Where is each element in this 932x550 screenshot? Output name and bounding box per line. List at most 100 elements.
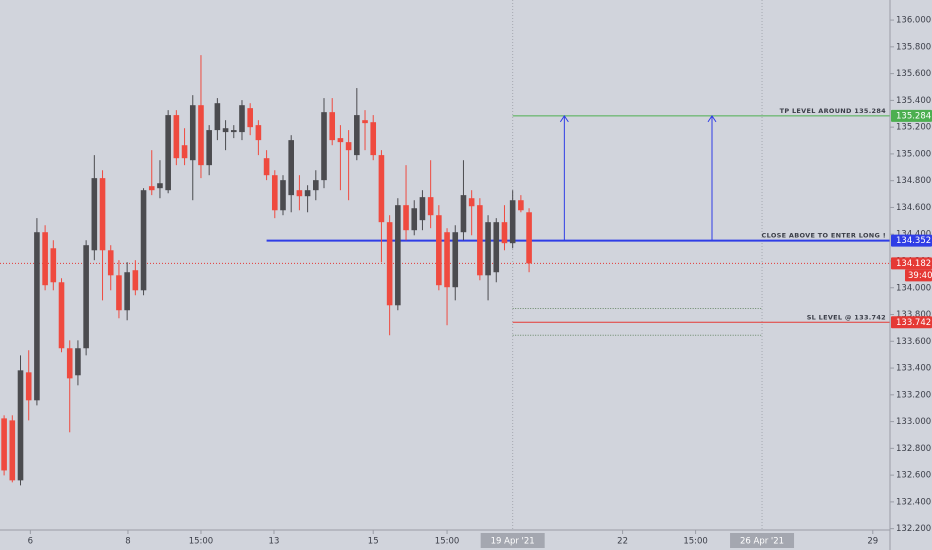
- candle-body: [288, 140, 294, 196]
- candle-body: [452, 232, 459, 288]
- candle-body: [50, 248, 57, 283]
- y-tick-label: 132.400: [896, 497, 931, 507]
- x-tick-label: 15:00: [683, 537, 708, 547]
- candle-body: [148, 186, 155, 191]
- candle-body: [75, 348, 81, 376]
- candle-body: [526, 212, 532, 264]
- candle-body: [9, 420, 16, 481]
- candle-body: [124, 272, 130, 311]
- countdown-bg: [905, 269, 932, 282]
- y-tick-label: 132.600: [896, 471, 931, 481]
- candle-body: [132, 270, 139, 291]
- candle-body: [198, 105, 204, 166]
- candle-body: [239, 105, 245, 133]
- y-tick-label: 132.800: [896, 444, 931, 454]
- y-tick-label: 136.000: [896, 16, 931, 26]
- x-tick-label: 6: [28, 537, 33, 547]
- candle-body: [140, 190, 147, 291]
- candle-body: [509, 200, 516, 244]
- x-tick-label: 13: [269, 537, 280, 547]
- candle-body: [518, 200, 524, 211]
- candle-body: [378, 155, 385, 223]
- candle-body: [354, 115, 360, 156]
- range-label: 26 Apr '21: [740, 537, 784, 547]
- y-tick-label: 133.200: [896, 390, 931, 400]
- y-tick-label: 135.000: [896, 149, 931, 159]
- x-tick-label: 8: [125, 537, 130, 547]
- range-label: 19 Apr '21: [491, 537, 535, 547]
- level-tag: 135.284: [896, 111, 931, 121]
- candle-body: [485, 222, 491, 276]
- candle-body: [107, 250, 114, 276]
- countdown: 39:40: [908, 271, 932, 281]
- x-tick-label: 15: [368, 537, 379, 547]
- candle-body: [403, 205, 409, 231]
- candle-body: [386, 222, 393, 306]
- candle-body: [99, 178, 106, 251]
- candle-body: [501, 222, 508, 244]
- x-tick-label: 15:00: [189, 537, 214, 547]
- candle-body: [411, 208, 418, 231]
- candle-body: [337, 138, 344, 143]
- candle-body: [436, 215, 442, 286]
- arrow-head: [707, 115, 717, 123]
- x-tick-label: 22: [617, 537, 628, 547]
- candle-body: [477, 205, 483, 276]
- candle-body: [280, 180, 286, 211]
- candle-body: [419, 197, 426, 221]
- y-tick-label: 135.800: [896, 42, 931, 52]
- candle-body: [427, 197, 434, 216]
- candle-body: [263, 158, 270, 176]
- candle-body: [313, 180, 319, 191]
- level-tag-bg: [891, 234, 932, 247]
- candle-body: [173, 115, 180, 159]
- candle-body: [362, 120, 368, 124]
- candle-body: [222, 128, 229, 133]
- level-label: CLOSE ABOVE TO ENTER LONG !: [762, 232, 886, 240]
- y-tick-label: 134.600: [896, 203, 931, 213]
- candle-body: [181, 145, 188, 159]
- candle-body: [157, 183, 163, 189]
- x-tick-label: 15:00: [435, 537, 460, 547]
- candle-body: [255, 125, 262, 141]
- candle-body: [91, 178, 98, 251]
- y-tick-label: 135.600: [896, 69, 931, 79]
- candle-body: [230, 130, 237, 133]
- y-tick-label: 133.400: [896, 364, 931, 374]
- candle-body: [25, 372, 32, 401]
- candle-body: [444, 232, 450, 288]
- candle-body: [345, 142, 352, 151]
- current-price-tag: 134.182: [896, 259, 931, 269]
- candle-body: [189, 105, 196, 161]
- candle-body: [165, 115, 171, 191]
- y-tick-label: 132.200: [896, 524, 931, 534]
- candle-body: [304, 190, 311, 197]
- level-label: SL LEVEL @ 133.742: [807, 313, 886, 321]
- candle-body: [296, 190, 303, 197]
- candle-body: [329, 112, 336, 141]
- y-tick-label: 134.000: [896, 283, 931, 293]
- candle-body: [116, 275, 122, 311]
- y-tick-label: 135.400: [896, 96, 931, 106]
- y-tick-label: 134.800: [896, 176, 931, 186]
- arrow-head: [559, 115, 569, 123]
- candle-body: [493, 222, 500, 273]
- range-label-bg: [480, 533, 545, 548]
- candle-body: [321, 112, 327, 181]
- y-tick-label: 135.200: [896, 123, 931, 133]
- candle-body: [395, 205, 401, 306]
- candle-body: [370, 122, 377, 156]
- candle-body: [247, 108, 253, 128]
- candle-body: [66, 348, 73, 379]
- range-label-bg: [730, 533, 795, 548]
- candle-body: [1, 418, 7, 471]
- y-tick-label: 133.600: [896, 337, 931, 347]
- candle-body: [34, 232, 40, 401]
- candle-body: [460, 195, 467, 233]
- y-tick-label: 133.800: [896, 310, 931, 320]
- level-tag: 134.352: [896, 236, 931, 246]
- candle-body: [83, 245, 89, 349]
- current-price-tag-bg: [891, 257, 932, 270]
- y-tick-label: 133.000: [896, 417, 931, 427]
